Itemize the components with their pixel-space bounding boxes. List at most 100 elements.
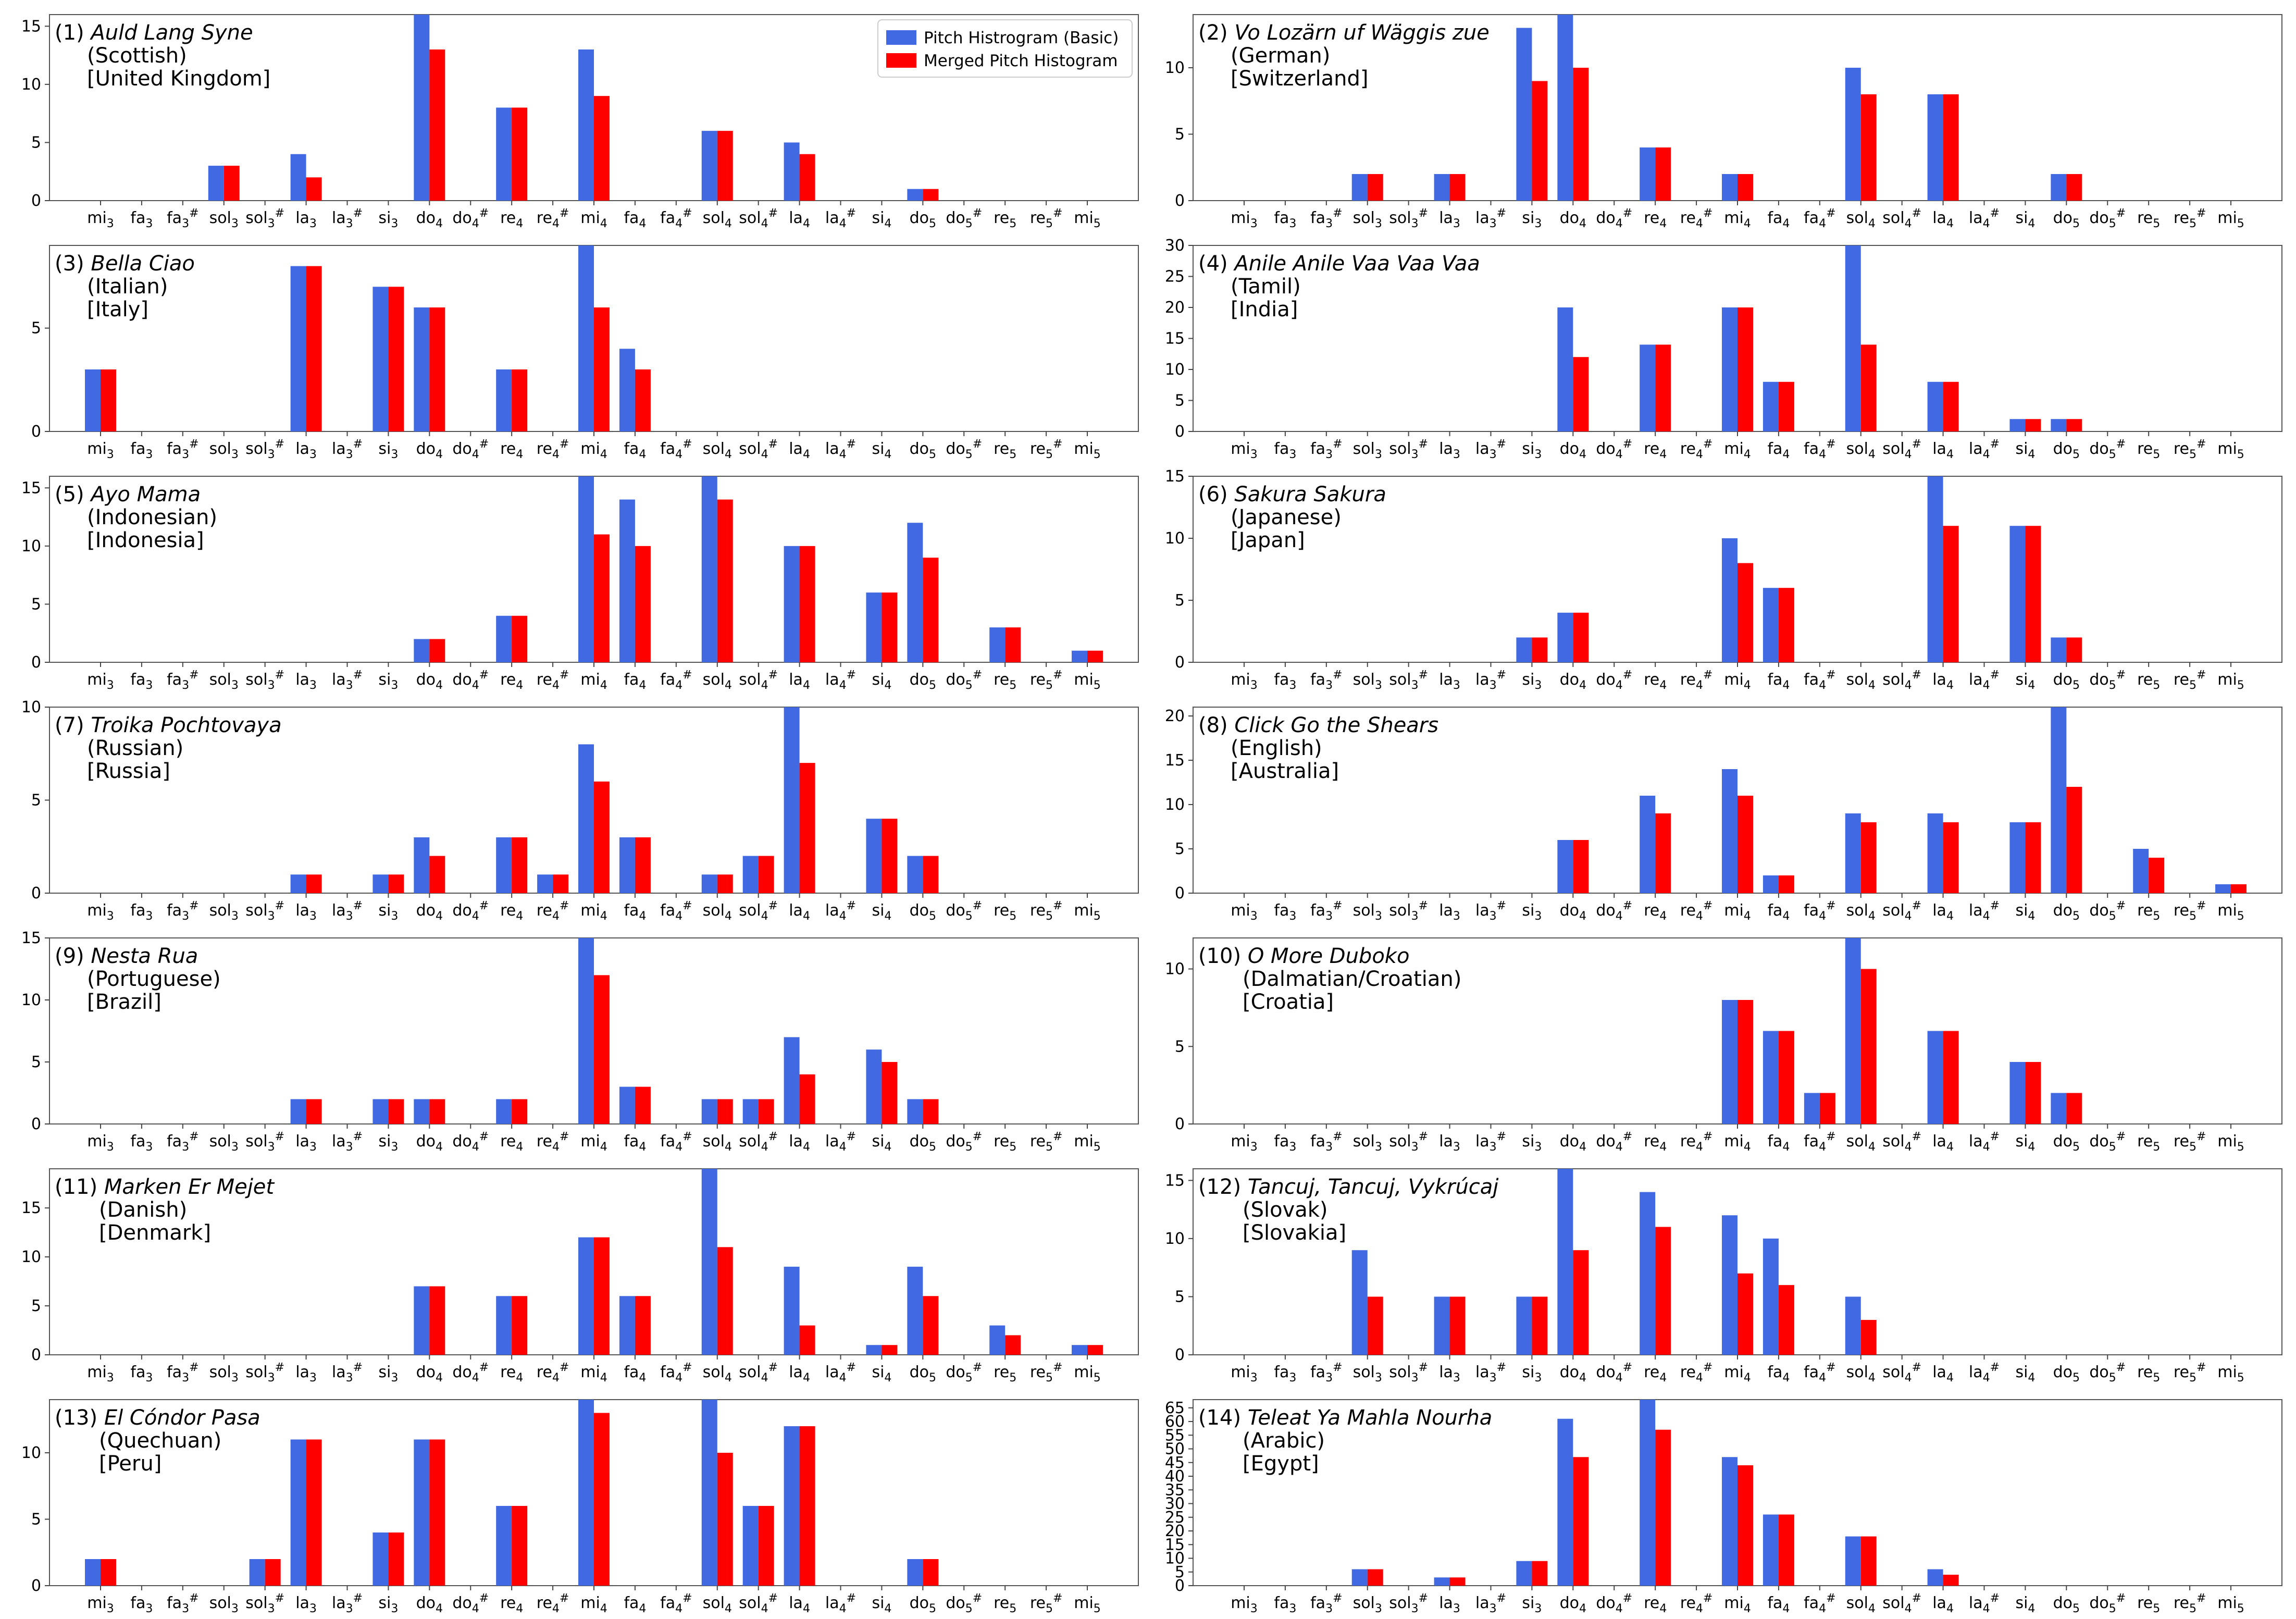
bar-basic-la4 — [784, 1266, 800, 1355]
bar-merged-fa4 — [1778, 1031, 1794, 1124]
bar-basic-re4 — [496, 107, 512, 201]
x-tick-label-la4: la4 — [1932, 440, 1954, 461]
bar-basic-sol4 — [1845, 245, 1861, 431]
panel-number: (11) — [55, 1175, 104, 1199]
x-tick-label-sol4#: sol4# — [1882, 207, 1921, 230]
x-tick-label-fa3: fa3 — [1274, 1132, 1296, 1154]
bar-merged-do4 — [429, 856, 445, 893]
song-language: (Scottish) — [87, 44, 187, 68]
x-tick-label-sol3#: sol3# — [245, 1592, 284, 1615]
bar-basic-do4 — [414, 1099, 430, 1124]
x-tick-label-sol4: sol4 — [703, 440, 732, 461]
x-tick-label-fa3: fa3 — [1274, 1594, 1296, 1615]
bar-merged-fa4 — [1778, 1285, 1794, 1355]
x-tick-label-fa3#: fa3# — [167, 438, 198, 461]
x-tick-label-fa3#: fa3# — [1310, 207, 1342, 230]
legend-label-basic: Pitch Histrogram (Basic) — [924, 29, 1119, 47]
x-tick-label-sol3#: sol3# — [1389, 438, 1428, 461]
x-tick-label-do4#: do4# — [452, 899, 489, 923]
x-tick-label-do5: do5 — [910, 209, 936, 230]
bar-basic-mi5 — [1072, 650, 1088, 662]
bar-merged-si3 — [388, 1099, 404, 1124]
bar-basic-re5 — [989, 627, 1006, 662]
x-tick-label-sol3: sol3 — [209, 1363, 239, 1385]
bar-merged-si3 — [1532, 1296, 1548, 1355]
x-tick-label-re5: re5 — [2137, 440, 2160, 461]
x-tick-label-do5: do5 — [910, 671, 936, 692]
x-tick-label-re5: re5 — [994, 1594, 1016, 1615]
bar-basic-do4 — [414, 837, 430, 893]
x-tick-label-re4#: re4# — [537, 207, 569, 230]
bar-basic-la3 — [1434, 1296, 1450, 1355]
bar-merged-do4 — [1573, 1250, 1589, 1355]
x-tick-label-sol3: sol3 — [209, 1132, 239, 1154]
x-tick-label-sol4#: sol4# — [739, 899, 778, 923]
bar-basic-mi4 — [1722, 769, 1737, 893]
bar-basic-do5 — [907, 856, 923, 893]
bar-merged-sol4# — [758, 1506, 774, 1586]
bar-basic-re4 — [496, 615, 512, 662]
x-tick-label-la4#: la4# — [1969, 669, 2000, 692]
bar-basic-mi4 — [578, 744, 594, 893]
x-tick-label-fa4: fa4 — [624, 901, 646, 923]
x-tick-label-si4: si4 — [2015, 1363, 2035, 1385]
x-tick-label-mi4: mi4 — [1724, 440, 1751, 461]
bar-basic-la3 — [1434, 1577, 1450, 1586]
y-tick-label: 10 — [21, 537, 41, 555]
x-tick-label-mi5: mi5 — [1074, 901, 1101, 923]
x-tick-label-si3: si3 — [1522, 440, 1542, 461]
x-tick-label-si3: si3 — [378, 1594, 398, 1615]
y-tick-label: 10 — [1165, 529, 1185, 548]
x-tick-label-do5: do5 — [2053, 671, 2080, 692]
chart-panel-10: 0 5 10 mi3 fa3 fa3# sol3 sol3# la3 la3# si3 do4 do4#… — [1165, 937, 2282, 1154]
x-tick-label-fa3#: fa3# — [167, 1130, 198, 1154]
bar-basic-si4 — [866, 819, 882, 893]
x-tick-label-re4: re4 — [1644, 901, 1667, 923]
x-tick-label-la4#: la4# — [825, 1592, 856, 1615]
x-tick-label-fa3#: fa3# — [1310, 899, 1342, 923]
y-tick-label: 5 — [1175, 1288, 1185, 1306]
bar-merged-si3 — [1532, 1561, 1548, 1586]
x-tick-label-re5: re5 — [994, 1132, 1016, 1154]
x-tick-label-re5: re5 — [2137, 901, 2160, 923]
bar-basic-do4 — [414, 307, 430, 431]
x-tick-label-sol4: sol4 — [1846, 1132, 1876, 1154]
y-tick-label: 10 — [1165, 59, 1185, 77]
y-tick-label: 10 — [21, 1248, 41, 1266]
y-tick-label: 5 — [31, 1053, 41, 1071]
bar-merged-si4 — [882, 592, 898, 662]
x-tick-label-sol3#: sol3# — [1389, 207, 1428, 230]
panel-title: (6) Sakura Sakura — [1198, 483, 1386, 506]
panel-title: (11) Marken Er Mejet — [55, 1175, 275, 1199]
x-tick-label-fa3: fa3 — [130, 1132, 153, 1154]
song-language: (Arabic) — [1243, 1429, 1325, 1453]
x-tick-label-sol3: sol3 — [209, 440, 239, 461]
bar-merged-re4 — [512, 615, 528, 662]
x-tick-label-do4: do4 — [416, 440, 443, 461]
bar-basic-mi4 — [578, 49, 594, 201]
x-tick-label-mi3: mi3 — [87, 209, 114, 230]
x-tick-label-fa4: fa4 — [624, 209, 646, 230]
x-tick-label-sol4#: sol4# — [1882, 1592, 1921, 1615]
x-tick-label-si3: si3 — [378, 671, 398, 692]
x-tick-label-sol4: sol4 — [703, 671, 732, 692]
x-tick-label-la3#: la3# — [332, 207, 363, 230]
bar-basic-mi4 — [578, 476, 594, 662]
x-tick-label-la4: la4 — [1932, 1132, 1954, 1154]
bar-basic-mi3 — [84, 1559, 101, 1586]
x-tick-label-la4#: la4# — [825, 669, 856, 692]
x-tick-label-re5: re5 — [994, 209, 1016, 230]
song-language: (German) — [1231, 44, 1330, 68]
bar-basic-re4# — [537, 874, 553, 893]
song-country: [Croatia] — [1243, 990, 1334, 1014]
x-tick-label-mi3: mi3 — [1231, 1132, 1258, 1154]
bar-merged-mi4 — [594, 781, 610, 893]
bar-merged-do4 — [1573, 840, 1589, 893]
bar-basic-fa4 — [619, 499, 635, 662]
y-tick-label: 20 — [1165, 707, 1185, 725]
x-tick-label-do5#: do5# — [2089, 899, 2126, 923]
song-title: Tancuj, Tancuj, Vykrúcaj — [1248, 1175, 1499, 1199]
x-tick-label-mi5: mi5 — [2217, 209, 2244, 230]
bar-merged-si3 — [388, 874, 404, 893]
